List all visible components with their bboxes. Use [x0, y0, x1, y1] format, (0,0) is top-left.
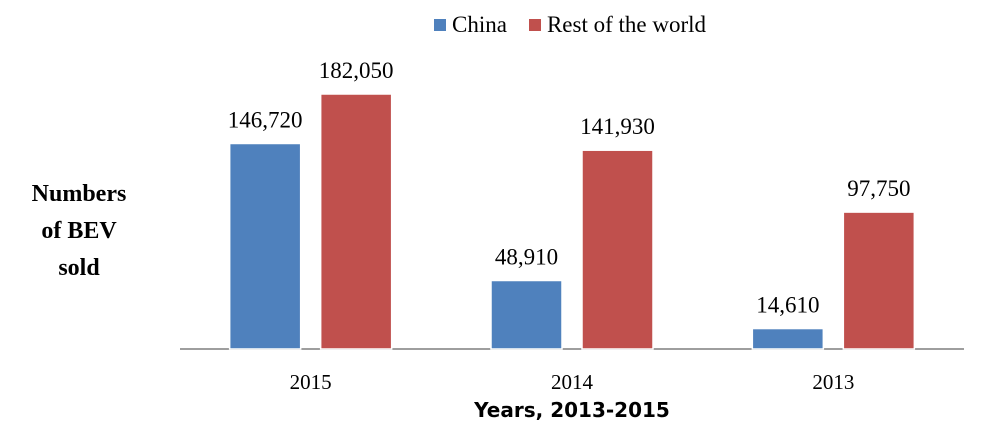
- bar-china-2013: [751, 327, 825, 350]
- data-label-rest-of-world-2014: 141,930: [580, 114, 655, 139]
- legend-swatch-rest-of-world: [528, 19, 541, 31]
- legend-label-china: China: [452, 12, 507, 37]
- bar-china-2014: [490, 279, 563, 350]
- legend-label-rest-of-world: Rest of the world: [546, 12, 707, 37]
- data-label-china-2013: 14,610: [756, 293, 819, 318]
- data-label-rest-of-world-2015: 182,050: [319, 58, 394, 83]
- x-tick-label-2015: 2015: [290, 370, 332, 394]
- bar-rest-of-world-2013: [842, 211, 916, 350]
- legend-item-china: China: [434, 12, 507, 38]
- data-label-china-2015: 146,720: [228, 107, 303, 132]
- x-tick-label-2013: 2013: [812, 370, 854, 394]
- y-axis-title: Numbers of BEV sold: [31, 181, 127, 281]
- bar-china-2015: [228, 142, 302, 350]
- legend-item-rest-of-world: Rest of the world: [528, 12, 707, 38]
- legend-swatch-china: [434, 19, 446, 31]
- x-axis-title: Years, 2013-2015: [474, 398, 670, 422]
- bar-rest-of-world-2015: [319, 93, 393, 350]
- bar-rest-of-world-2014: [581, 149, 654, 350]
- data-label-rest-of-world-2013: 97,750: [847, 176, 910, 201]
- data-label-china-2014: 48,910: [495, 244, 558, 269]
- legend: China Rest of the world: [434, 12, 728, 38]
- x-tick-label-2014: 2014: [551, 370, 594, 394]
